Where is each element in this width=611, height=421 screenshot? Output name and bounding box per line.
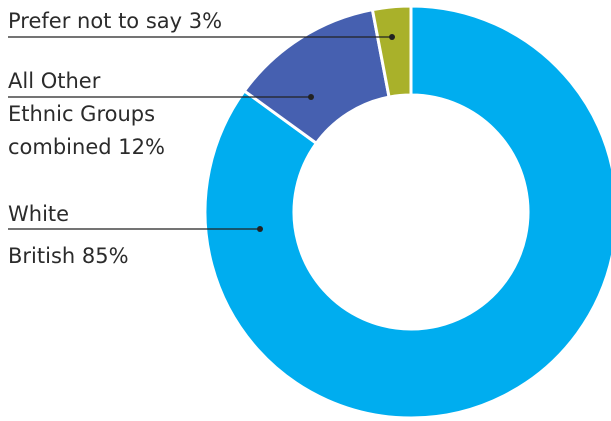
- label-line: combined 12%: [8, 135, 165, 159]
- label-prefer-not-to-say: Prefer not to say 3%: [8, 9, 222, 33]
- leader-lines: [8, 34, 395, 232]
- slice-labels: White British 85% All Other Ethnic Groups co…: [8, 9, 222, 268]
- label-line: Ethnic Groups: [8, 102, 155, 126]
- leader-dot-white-british: [257, 226, 263, 232]
- leader-dot-all-other-ethnic-groups-combined: [308, 94, 314, 100]
- label-all-other-ethnic-groups-combined: All Other Ethnic Groups combined 12%: [8, 69, 165, 159]
- label-line: British 85%: [8, 244, 129, 268]
- slice-white-british: [203, 4, 611, 420]
- slice-prefer-not-to-say: [370, 4, 413, 99]
- label-white-british: White British 85%: [8, 202, 129, 268]
- label-line: All Other: [8, 69, 101, 93]
- label-line: Prefer not to say 3%: [8, 9, 222, 33]
- donut-slices: [203, 4, 611, 420]
- leader-dot-prefer-not-to-say: [389, 34, 395, 40]
- label-line: White: [8, 202, 69, 226]
